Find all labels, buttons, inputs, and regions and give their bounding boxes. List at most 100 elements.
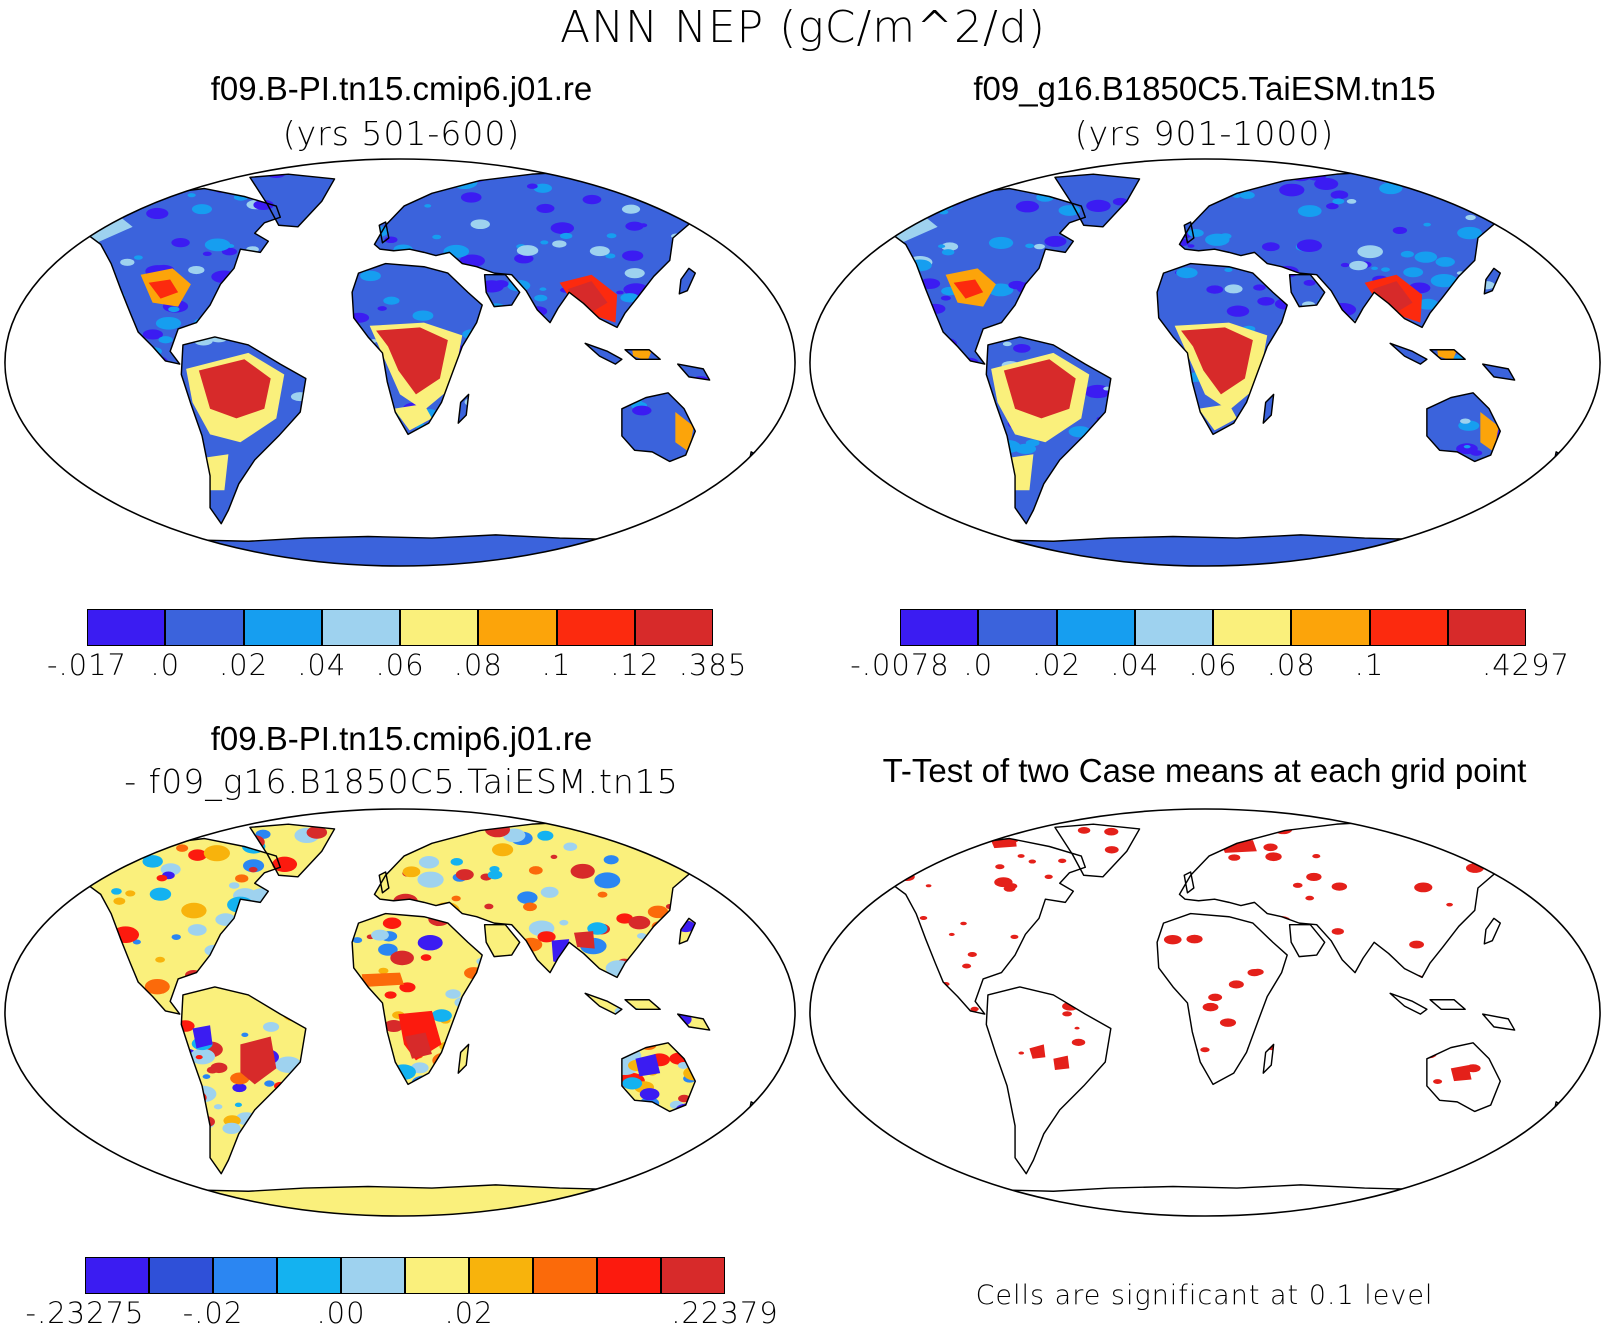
coastline-northAmerica (865, 187, 1087, 365)
map-ttest (809, 808, 1601, 1217)
colorbar-tick-label: .22379 (671, 1296, 779, 1330)
colorbar-tick-label: .1 (1354, 648, 1385, 682)
coastline-antarctica (905, 1184, 1509, 1217)
colorbar-tick-label: .4297 (1481, 648, 1571, 682)
coastline-newguinea (677, 1013, 711, 1031)
colorbar-tick-label: .04 (1110, 648, 1160, 682)
colorbar-swatch (469, 1257, 533, 1294)
colorbar-tick-label: -.02 (182, 1296, 244, 1330)
colorbar-tick-label: .0 (963, 648, 994, 682)
colorbar-tick-label: -.0078 (850, 648, 950, 682)
coastline-madagascar (1262, 1043, 1275, 1074)
coastline-northAmerica (865, 837, 1087, 1015)
colorbar-swatch (661, 1257, 725, 1294)
colorbar-tick-label: .04 (297, 648, 347, 682)
coastline-southAmerica (180, 986, 307, 1175)
colorbar-swatch (277, 1257, 341, 1294)
coastline-newguinea (1482, 363, 1516, 381)
coastlines (865, 820, 1565, 1217)
colorbar-tick-label: .06 (375, 648, 425, 682)
colorbar-tick-label: -.23275 (25, 1296, 145, 1330)
colorbar-swatch (165, 609, 244, 646)
coastline-japan (678, 917, 697, 945)
colorbar-swatch (321, 609, 400, 646)
coastline-australia (1426, 1042, 1502, 1113)
colorbar-swatch (533, 1257, 597, 1294)
coastline-southAmerica (985, 336, 1112, 525)
coastline-africa (351, 262, 483, 436)
colorbar-swatch (213, 1257, 277, 1294)
coastline-northAmerica (60, 187, 282, 365)
figure-title: ANN NEP (gC/m^2/d) (560, 2, 1046, 53)
panel-diff-title: f09.B-PI.tn15.cmip6.j01.re (210, 720, 593, 757)
colorbar-tick-label: .06 (1188, 648, 1238, 682)
coastline-japan (1483, 917, 1502, 945)
coastline-japan (1483, 267, 1502, 295)
coastline-madagascar (457, 393, 470, 424)
map-diff (4, 808, 796, 1217)
map-border (4, 158, 796, 567)
colorbar-swatch (1447, 609, 1526, 646)
coastline-uk (378, 221, 390, 244)
colorbar-swatch (405, 1257, 469, 1294)
coastline-japan (678, 267, 697, 295)
colorbar-swatch (1291, 609, 1370, 646)
map-border (809, 808, 1601, 1217)
coastline-greenland (1054, 173, 1141, 228)
colorbar-tick-label: .385 (678, 648, 748, 682)
panel-ttest-title: T-Test of two Case means at each grid po… (882, 752, 1527, 789)
coastline-indonesia1 (584, 992, 623, 1015)
colorbar-swatch (478, 609, 557, 646)
colorbar-case1: -.017 .0 .02 .04 .06 .08 .1 .12 .385 (47, 609, 746, 682)
significance-note: Cells are significant at 0.1 level (975, 1280, 1434, 1311)
coastline-indonesia2 (1429, 349, 1466, 361)
colorbar-swatch (243, 609, 322, 646)
colorbar-tick-label: .08 (1266, 648, 1316, 682)
coastline-madagascar (457, 1043, 470, 1074)
coastline-madagascar (1262, 393, 1275, 424)
colorbar-swatch (149, 1257, 213, 1294)
map-case1 (4, 158, 796, 567)
coastline-greenland (249, 823, 336, 878)
panel-case2-subtitle: (yrs 901-1000) (1074, 114, 1335, 153)
coastline-indonesia2 (624, 999, 661, 1011)
colorbar-swatch (1213, 609, 1292, 646)
coastline-africa (1156, 262, 1288, 436)
colorbar-tick-label: .00 (316, 1296, 366, 1330)
colorbar-swatch (1369, 609, 1448, 646)
map-border (809, 158, 1601, 567)
colorbar-swatch (341, 1257, 405, 1294)
colorbar-swatch (634, 609, 713, 646)
colorbar-swatch (1134, 609, 1213, 646)
colorbar-swatch (1056, 609, 1135, 646)
colorbar-swatch (900, 609, 979, 646)
coastline-arabia (1288, 923, 1326, 958)
coastline-southAmerica (985, 986, 1112, 1175)
colorbar-tick-label: .08 (453, 648, 503, 682)
coastline-newguinea (1482, 1013, 1516, 1031)
colorbar-swatch (978, 609, 1057, 646)
coastline-greenland (1054, 823, 1141, 878)
coastline-australia (621, 1042, 697, 1113)
colorbar-tick-label: .02 (218, 648, 269, 682)
coastline-uk (1183, 221, 1195, 244)
colorbar-swatch (556, 609, 635, 646)
colorbar-tick-label: -.017 (46, 648, 128, 682)
coastline-indonesia2 (1429, 999, 1466, 1011)
colorbar-swatch (400, 609, 479, 646)
colorbar-case2: -.0078 .0 .02 .04 .06 .08 .1 .4297 (850, 609, 1569, 682)
panel-case1-title: f09.B-PI.tn15.cmip6.j01.re (210, 70, 593, 107)
coastline-newguinea (677, 363, 711, 381)
coastline-indonesia1 (1389, 992, 1428, 1015)
colorbar-diff: -.23275 -.02 .00 .02 .22379 (26, 1257, 778, 1330)
colorbar-tick-label: .1 (541, 648, 572, 682)
panel-diff-subtitle: - f09_g16.B1850C5.TaiESM.tn15 (124, 762, 679, 801)
coastline-uk (378, 871, 390, 894)
colorbar-tick-label: .02 (1031, 648, 1082, 682)
colorbar-swatch (87, 609, 166, 646)
coastline-indonesia2 (624, 349, 661, 361)
coastline-australia (1426, 392, 1502, 463)
panel-case1-subtitle: (yrs 501-600) (282, 114, 521, 153)
coastline-southAmerica (180, 336, 307, 525)
coastline-australia (621, 392, 697, 463)
